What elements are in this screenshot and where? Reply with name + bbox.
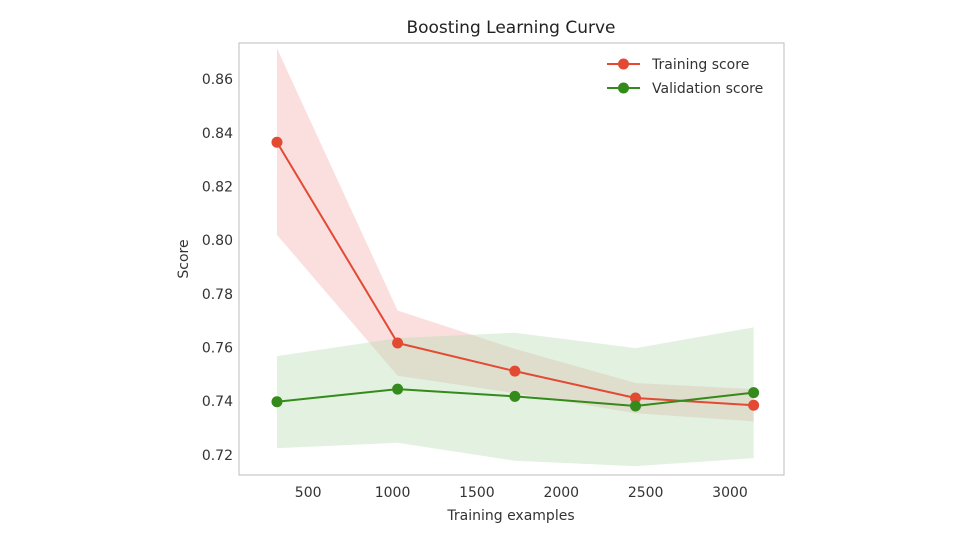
confidence-bands [276, 48, 754, 467]
series-0-point-4 [748, 399, 760, 411]
series-0-point-0 [271, 136, 283, 148]
y-tick-label-6: 0.84 [202, 126, 233, 142]
series-1-point-2 [509, 390, 521, 402]
y-tick-label-1: 0.74 [202, 394, 233, 410]
x-tick-label-2: 1500 [459, 485, 495, 501]
plot-frame [238, 42, 785, 476]
x-tick-label-4: 2500 [628, 485, 664, 501]
legend-marker-0 [618, 58, 629, 70]
x-tick-label-0: 500 [295, 485, 322, 501]
series-1-point-4 [748, 387, 760, 399]
series-0-point-3 [630, 392, 642, 404]
x-tick-label-3: 2000 [543, 485, 579, 501]
legend: Training score Validation score [607, 57, 763, 97]
legend-label-0: Training score [651, 57, 749, 73]
series-1-point-1 [392, 383, 404, 395]
x-axis-title: Training examples [446, 508, 574, 524]
y-tick-label-4: 0.80 [202, 233, 233, 249]
series-0-point-2 [509, 365, 521, 377]
legend-label-1: Validation score [652, 81, 763, 97]
y-tick-label-7: 0.86 [202, 72, 233, 88]
series-0-point-1 [392, 337, 404, 349]
series-1-point-0 [271, 396, 283, 408]
confidence-band-0 [276, 48, 754, 422]
legend-marker-1 [618, 82, 629, 94]
x-tick-label-1: 1000 [375, 485, 411, 501]
y-axis-title: Score [176, 239, 192, 278]
series-points [271, 136, 760, 412]
y-tick-label-0: 0.72 [202, 448, 233, 464]
y-tick-label-5: 0.82 [202, 180, 233, 196]
x-axis-ticks: 500 1000 1500 2000 2500 3000 [295, 485, 748, 501]
y-tick-label-3: 0.78 [202, 287, 233, 303]
series-1-point-3 [630, 400, 642, 412]
y-axis-ticks: 0.72 0.74 0.76 0.78 0.80 0.82 0.84 0.86 [202, 72, 233, 464]
chart-title: Boosting Learning Curve [406, 18, 615, 38]
y-tick-label-2: 0.76 [202, 341, 233, 357]
x-tick-label-5: 3000 [712, 485, 748, 501]
